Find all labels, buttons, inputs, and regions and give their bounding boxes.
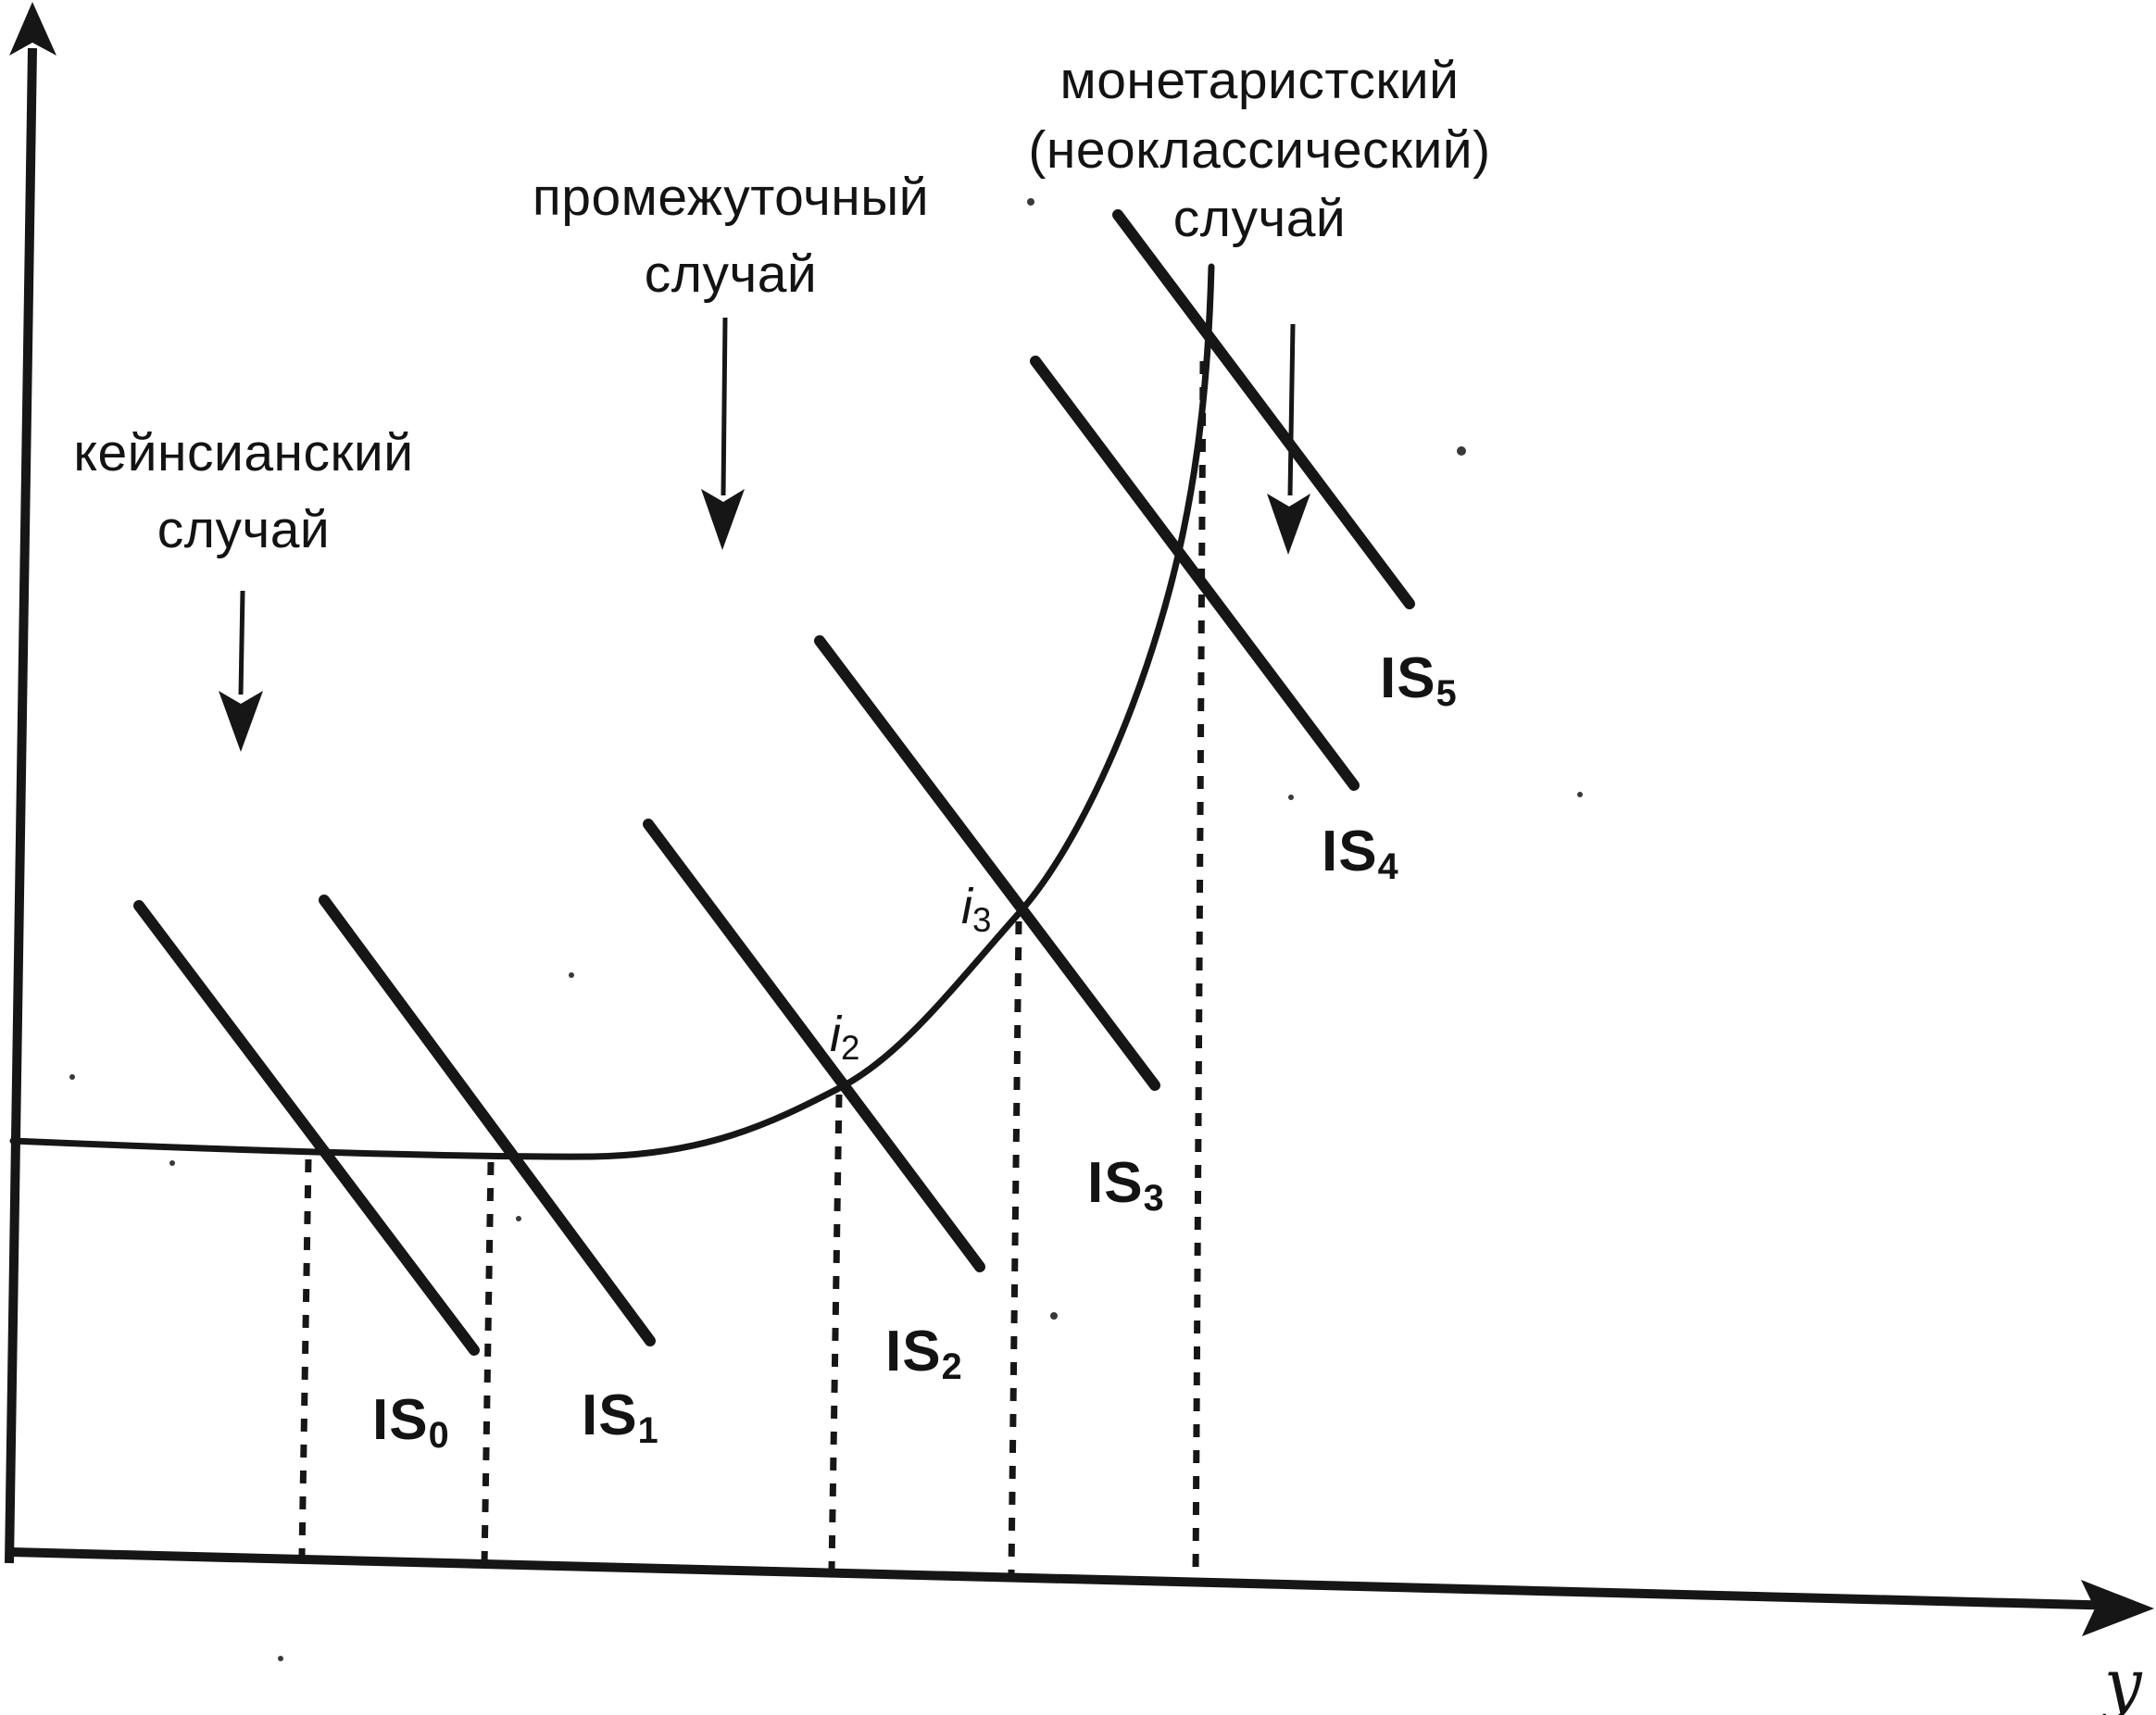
- i-label-main: i: [830, 1007, 841, 1062]
- label-line: случай: [644, 244, 818, 304]
- is1-line: [319, 895, 656, 1346]
- label-is3: IS3: [1087, 1150, 1165, 1219]
- case-arrow-intermediate-head: [701, 489, 745, 550]
- x-axis-line: [10, 1547, 2122, 1610]
- scan-speck: [69, 1074, 75, 1080]
- label-line: кейнсианский: [73, 423, 414, 482]
- scan-speck: [1050, 1312, 1058, 1320]
- scan-speck: [1288, 795, 1294, 800]
- is3-line: [814, 635, 1160, 1091]
- scan-speck: [516, 1216, 521, 1221]
- is-label-sub: 1: [637, 1409, 659, 1451]
- is-label-sub: 3: [1143, 1177, 1165, 1219]
- case-arrow-monetarist-head: [1267, 494, 1310, 555]
- label-line: случай: [157, 499, 331, 559]
- label-is0: IS0: [372, 1387, 450, 1456]
- case-arrow-keynesian-head: [219, 691, 263, 752]
- scan-speck: [278, 1656, 283, 1661]
- is-label-main: IS: [372, 1388, 429, 1452]
- case-arrow-monetarist: [1287, 323, 1296, 496]
- is-label-main: IS: [1087, 1151, 1144, 1215]
- i-label-main: i: [961, 879, 972, 934]
- is0-line: [133, 900, 480, 1356]
- label-keynesian-case: кейнсианский случай: [73, 415, 413, 568]
- dotted-guide-2: [828, 1094, 843, 1571]
- is-label-sub: 5: [1435, 672, 1458, 714]
- label-line: случай: [1172, 189, 1347, 249]
- scan-speck: [169, 1160, 175, 1166]
- i-label-sub: 3: [972, 901, 992, 940]
- is-label-sub: 2: [941, 1346, 963, 1387]
- x-axis-label: y: [2104, 1645, 2142, 1715]
- is-label-main: IS: [1380, 646, 1436, 710]
- label-intermediate-case: промежуточный случай: [533, 159, 929, 312]
- label-is4: IS4: [1322, 819, 1399, 887]
- y-axis-line: [5, 47, 37, 1564]
- is4-line: [1030, 356, 1360, 791]
- is2-line: [643, 819, 985, 1272]
- label-i2: i2: [830, 1006, 859, 1067]
- case-arrow-keynesian: [238, 590, 245, 695]
- case-arrow-intermediate: [721, 317, 728, 496]
- x-axis-arrowhead: [2081, 1580, 2154, 1636]
- label-i3: i3: [961, 878, 991, 939]
- scan-speck: [569, 972, 574, 978]
- dotted-guide-4: [1192, 360, 1207, 1578]
- scan-speck: [1457, 446, 1466, 456]
- dotted-guide-0: [298, 1158, 312, 1557]
- label-is1: IS1: [582, 1383, 659, 1451]
- is-label-main: IS: [885, 1320, 942, 1383]
- label-is2: IS2: [885, 1319, 963, 1387]
- scan-speck: [1027, 198, 1034, 206]
- is-label-sub: 0: [428, 1414, 450, 1456]
- i-label-sub: 2: [841, 1029, 860, 1068]
- is-label-sub: 4: [1377, 845, 1399, 887]
- label-is5: IS5: [1380, 645, 1458, 714]
- is5-line: [1112, 209, 1415, 609]
- is-label-main: IS: [1322, 820, 1378, 883]
- label-line: промежуточный: [532, 168, 930, 227]
- dotted-guide-3: [1008, 920, 1022, 1575]
- dotted-guide-1: [481, 1161, 495, 1568]
- label-monetarist-case: монетаристский (неоклассический) случай: [1028, 46, 1490, 254]
- label-line: (неоклассический): [1028, 119, 1491, 180]
- y-axis-arrowhead: [9, 2, 56, 56]
- lm-curve: [9, 263, 1215, 1160]
- label-line: монетаристский: [1059, 51, 1460, 110]
- scan-speck: [1577, 792, 1583, 797]
- is-label-main: IS: [582, 1383, 638, 1447]
